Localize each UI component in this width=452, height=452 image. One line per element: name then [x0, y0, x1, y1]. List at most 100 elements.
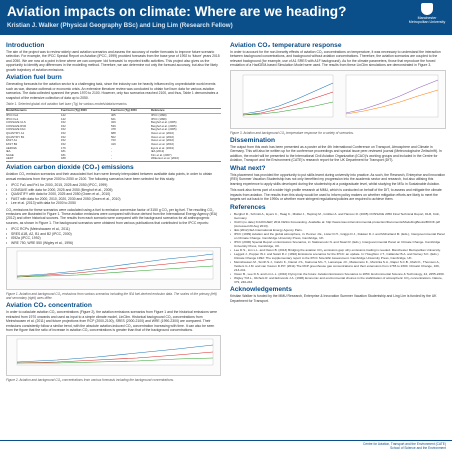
table-cell: 142	[61, 113, 66, 117]
temperature-text: In order to account for the non-linearit…	[230, 50, 441, 68]
table-cell: CONSAVE FAC	[6, 128, 26, 132]
figure-2-plot	[16, 338, 214, 365]
table-cell: 419	[111, 142, 116, 146]
table-cell: QUANTIFY A1	[6, 132, 25, 136]
table-row: QUANTIFY A1 152 688 Owen et al. (2010)	[6, 132, 221, 136]
list-item: SRES A1B, A2, B1 and B2 (IPCC, 2000)	[6, 232, 221, 237]
table-cell: 181	[61, 153, 66, 157]
table-cell: SAGE	[6, 153, 14, 157]
table-cell: 152	[61, 142, 66, 146]
table-cell: Owen et al. (2010)	[151, 135, 175, 139]
table-cell: 152	[61, 124, 66, 128]
table-header-cell: Fuel burn (Tg) 2050	[111, 109, 137, 113]
table-row: AEDT 188 - Wilkerson et al. (2010)	[6, 157, 221, 161]
footer-line: School of Science and the Environment	[390, 446, 446, 451]
table-cell: Berghof et al. (2005)	[151, 124, 177, 128]
table-cell: -	[111, 153, 112, 157]
figure-3	[230, 69, 446, 129]
figure-3-line	[345, 79, 439, 114]
table-row: FAST B2 152 419 Owen et al. (2010)	[6, 143, 221, 147]
university-logo-text: Manchester Metropolitan University	[408, 16, 446, 25]
reference-item: IPCC (2000) Special Report on Emissions …	[230, 240, 446, 248]
table-cell: FAST B2	[6, 142, 18, 146]
table-cell: CONSAVE RVR	[6, 124, 27, 128]
table-cell: 142	[61, 117, 66, 121]
table-header-row: Model/Scenario Fuel burn (Tg) 2000 Fuel …	[6, 109, 221, 114]
list-item: IPCC Fa1 and Fe1 for 2000, 2015, 2025 an…	[6, 183, 221, 188]
table-cell: IPCC (1999)	[151, 113, 167, 117]
reference-item: ICAO (no date) ICAO/CAEP, 2011 FESG Fore…	[230, 220, 446, 228]
table-row: QUANTIFY B1 152 502 Owen et al. (2010)	[6, 136, 221, 140]
table-cell: Owen et al. (2010)	[151, 132, 175, 136]
figure-3-caption: Figure 3. Aviation and background CO₂ te…	[230, 130, 354, 135]
co2-text-2: CO₂ emissions for these scenarios were c…	[6, 207, 218, 225]
table-cell: 478	[111, 128, 116, 132]
acknowledgements-heading: Acknowledgements	[230, 286, 292, 294]
references-list: Berghof R., Schmitt A., Eyers C., Haag K…	[230, 212, 446, 284]
reference-item: Wigley T.M.L., Richels R. and Edmonds J.…	[230, 276, 446, 284]
table-cell: Kim et al. (2007)	[151, 153, 172, 157]
figure-3-line	[242, 91, 334, 116]
reference-item: Meinshausen M., Smith S.J., Calvin K., D…	[230, 260, 446, 272]
reference-item: IEA (2012) IEA International Energy Agen…	[230, 228, 446, 232]
dissemination-text: The output from this work has been prese…	[230, 144, 442, 163]
table-cell: FAST A1	[6, 139, 17, 143]
table-row: CONSAVE FAC 152 478 Berghof et al. (2005)	[6, 128, 221, 132]
figure-2-line	[16, 351, 214, 364]
fuel-heading: Aviation fuel burn	[6, 74, 62, 82]
table-cell: Owen et al. (2010)	[151, 142, 175, 146]
table-cell: 329	[111, 121, 116, 125]
table-cell: IPCC (1999)	[151, 117, 167, 121]
reference-item: IPCC (1999) Aviation and the global atmo…	[230, 232, 446, 240]
table-cell: 152	[61, 139, 66, 143]
figure-3-plot	[242, 74, 439, 118]
table-cell: 405	[111, 113, 116, 117]
table-cell: 720	[111, 139, 116, 143]
poster-title: Aviation impacts on climate: Where are w…	[7, 4, 347, 19]
table-cell: 688	[111, 132, 116, 136]
table-header-cell: Reference	[151, 109, 165, 113]
co2-heading: Aviation carbon dioxide (CO₂) emissions	[6, 164, 134, 172]
reference-item: Leggett J., Pepper W.J. and Swart R.J. (…	[230, 252, 446, 260]
table-row: SAGE 181 - Kim et al. (2007)	[6, 154, 221, 158]
footer-affiliation: Centre for Aviation, Transport and the E…	[363, 442, 446, 450]
scenario-list: IPCC Fa1 and Fe1 for 2000, 2015, 2025 an…	[6, 183, 221, 206]
figure-3-line	[345, 89, 439, 115]
table-row: IEA 181 - IEA (2012)	[6, 150, 221, 154]
poster-footer: Centre for Aviation, Transport and the E…	[0, 440, 452, 452]
figure-3-line	[242, 82, 334, 115]
list-item: WRE 750, WRE 550 (Wigley et al., 1996)	[6, 241, 221, 246]
table-row: CONSAVE ULS 152 329 Berghof et al. (2005)	[6, 121, 221, 125]
table-cell: -	[111, 157, 112, 161]
table-cell: Owen et al. (2010)	[151, 139, 175, 143]
table-row: IPCC Fa1 142 405 IPCC (1999)	[6, 114, 221, 118]
table-cell: Berghof et al. (2005)	[151, 128, 177, 132]
what-next-text-2: This work also forms part of a wider hig…	[230, 188, 442, 202]
background-list: IPCC RCPs (Meinshausen et al., 2011) SRE…	[6, 227, 221, 245]
concentration-text: In order to calculate aviation CO₂ conce…	[6, 310, 218, 333]
what-next-text: This placement has provided the opportun…	[230, 172, 446, 186]
table-cell: 621	[111, 117, 116, 121]
table-cell: 176	[61, 146, 66, 150]
list-item: Lee et al. (2013) with data for 2000 to …	[6, 201, 221, 206]
table-cell: Wilkerson et al. (2010)	[151, 157, 179, 161]
left-column: Introduction The aim of the project was …	[6, 40, 221, 384]
table1-caption: Table 1. Selected global civil aviation …	[6, 102, 128, 107]
co2-text: Aviation CO₂ emission scenarios and thei…	[6, 172, 213, 181]
fuel-burn-table: Model/Scenario Fuel burn (Tg) 2000 Fuel …	[6, 108, 221, 163]
list-item: IPCC RCPs (Meinshausen et al., 2011)	[6, 227, 221, 232]
list-item: QUANTIFY with data for 2000, 2025 and 20…	[6, 192, 221, 197]
table-cell: IPCC Fa1	[6, 113, 19, 117]
table-cell: Eyers et al. (2004)	[151, 146, 174, 150]
figure-1	[6, 247, 221, 291]
table-cell: 152	[61, 132, 66, 136]
intro-text: The aim of the project was to review wid…	[6, 50, 220, 72]
table-cell: 181	[61, 150, 66, 154]
fuel-text: Generating forecasts for the aviation se…	[6, 82, 219, 100]
reference-item: Berghof R., Schmitt A., Eyers C., Haag K…	[230, 212, 446, 220]
table-cell: IPCC Fe1	[6, 117, 19, 121]
list-item: CONSAVE with data for 2000, 2025 and 205…	[6, 188, 221, 193]
table-cell: -	[111, 146, 112, 150]
table-cell: 188	[61, 157, 66, 161]
temperature-heading: Aviation CO₂ temperature response	[230, 42, 342, 49]
